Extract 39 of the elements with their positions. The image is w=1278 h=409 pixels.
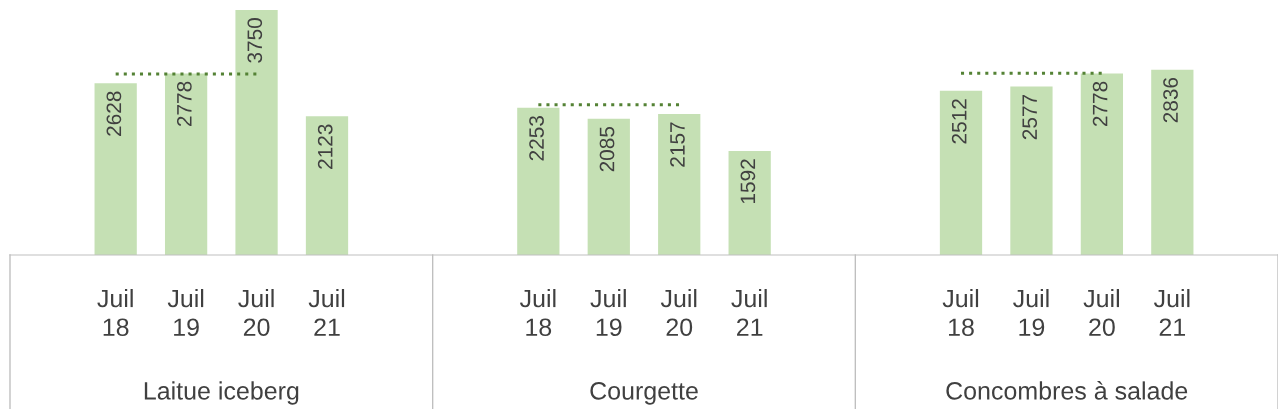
data-label: 2836: [1163, 77, 1178, 123]
data-label: 2085: [599, 126, 615, 172]
bar: [94, 83, 137, 255]
x-tick-label: Juil 20: [238, 288, 274, 337]
data-label: 2628: [106, 91, 122, 136]
data-label: 2123: [317, 124, 333, 169]
bar: [235, 9, 278, 255]
x-tick-label: Juil 18: [97, 288, 133, 337]
x-tick-label: Juil 21: [1153, 288, 1190, 336]
x-tick-label: Juil 21: [731, 288, 767, 336]
x-tick-label: Juil 19: [167, 288, 204, 337]
bar: [939, 90, 983, 255]
x-tick-label: Juil 18: [942, 288, 979, 337]
data-label: 1592: [740, 159, 756, 204]
bar: [305, 116, 349, 255]
bar: [728, 150, 771, 255]
x-tick-label: Juil 21: [308, 288, 345, 336]
bar: [517, 107, 560, 255]
data-label: 2157: [670, 122, 685, 167]
bar: [1010, 86, 1053, 255]
data-label: 2253: [529, 116, 544, 161]
text: Laitue iceberg: [144, 381, 299, 405]
text: Concombres à salade: [946, 381, 1188, 400]
x-tick-label: Juil 19: [590, 288, 626, 337]
bar: [164, 73, 208, 255]
bar: [1080, 73, 1124, 255]
data-label: 2512: [951, 99, 967, 144]
x-tick-label: Juil 20: [1083, 288, 1119, 337]
data-label: 2778: [176, 81, 192, 127]
data-label: 2577: [1022, 94, 1038, 140]
data-label: 2778: [1092, 81, 1108, 127]
data-label: 3750: [247, 18, 263, 63]
x-tick-label: Juil 18: [519, 288, 556, 337]
bar: [658, 114, 701, 255]
x-tick-label: Juil 20: [660, 288, 697, 337]
text: Courgette: [590, 382, 698, 405]
x-tick-label: Juil 19: [1013, 288, 1049, 337]
bar: [587, 118, 630, 255]
bar: [1151, 69, 1194, 255]
